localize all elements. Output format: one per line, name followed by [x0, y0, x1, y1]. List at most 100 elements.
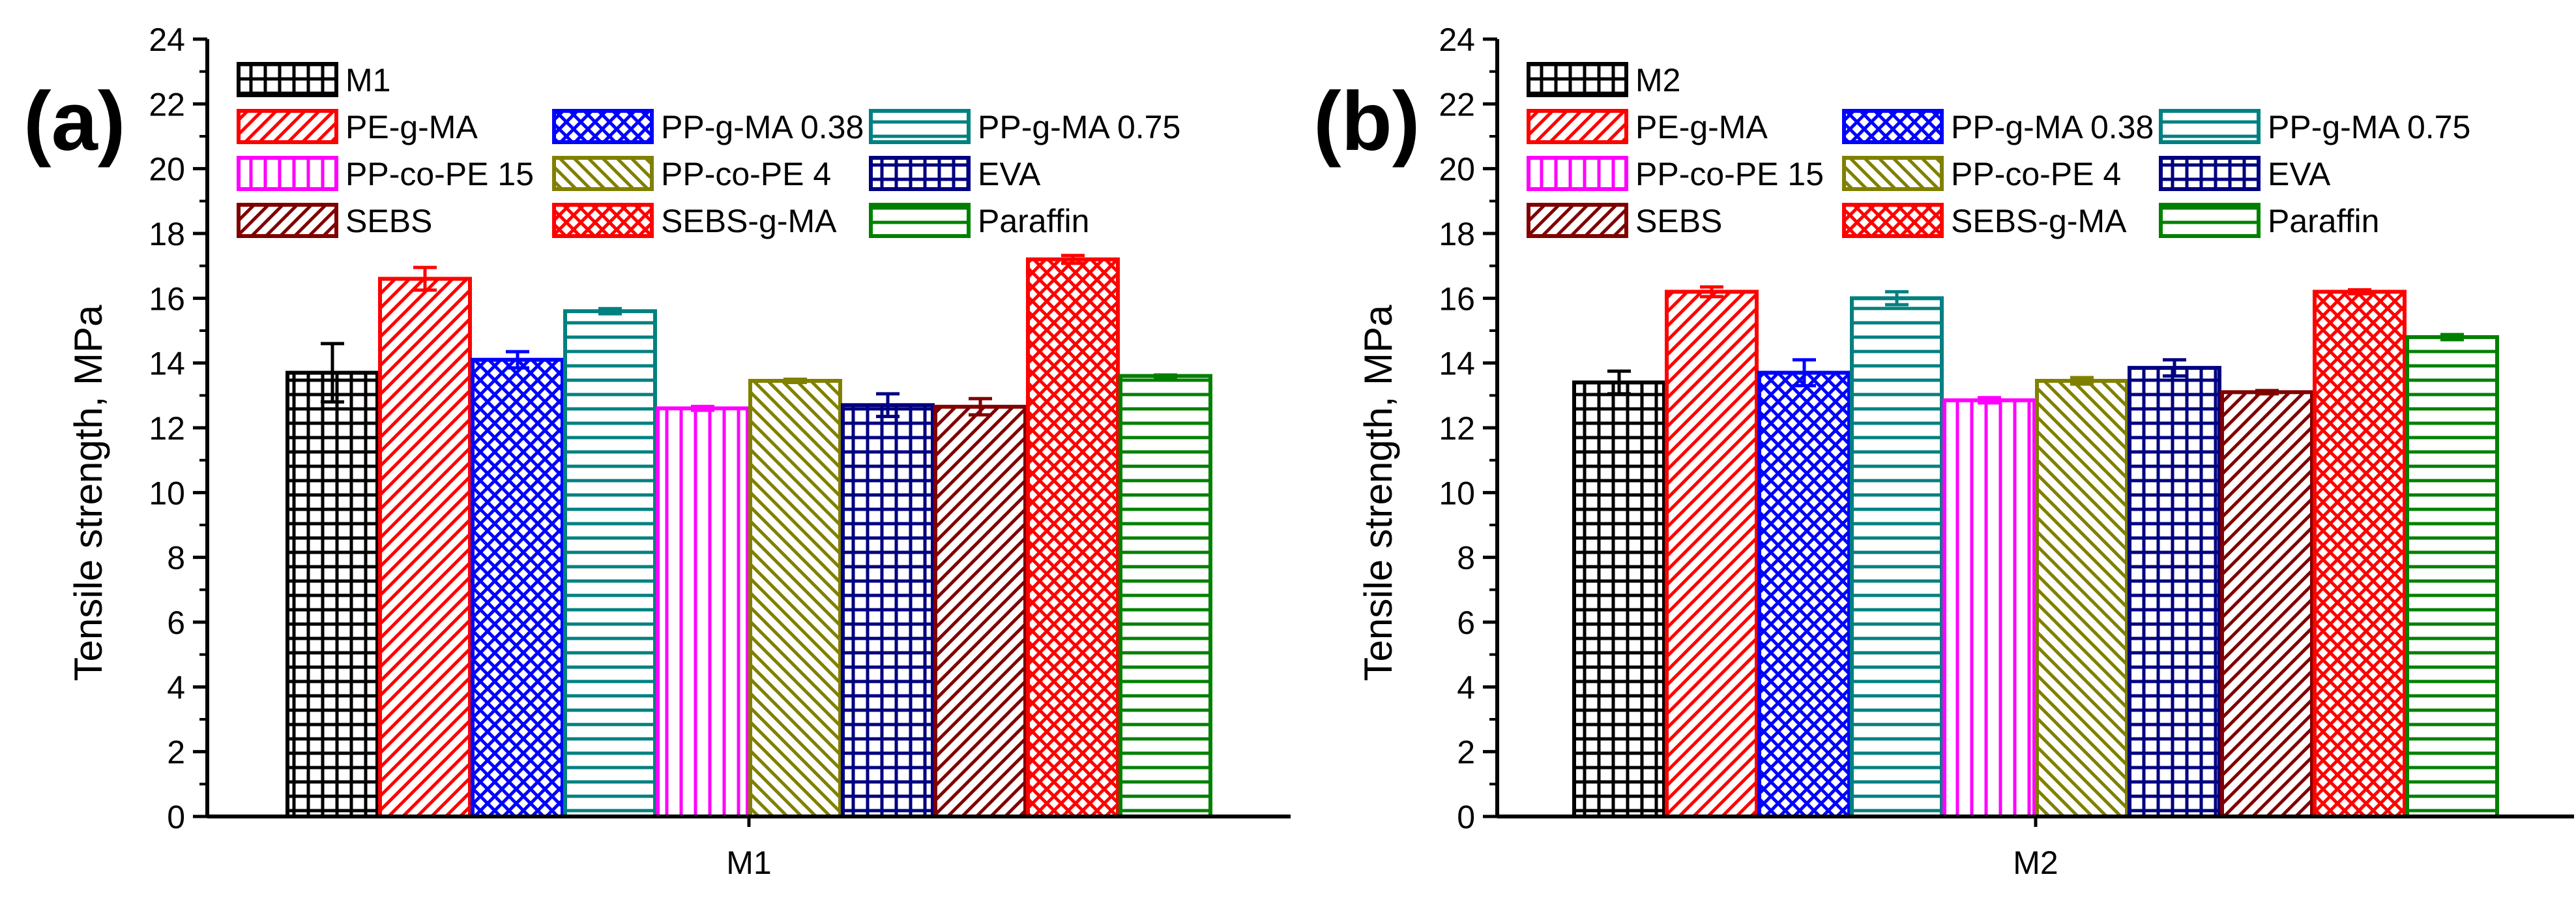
y-tick-label: 6	[1457, 605, 1475, 641]
y-tick-label: 2	[1457, 734, 1475, 771]
y-tick-label: 10	[149, 475, 185, 511]
y-tick-label: 8	[1457, 540, 1475, 576]
bar-pp-g-ma-0-75	[563, 309, 657, 818]
bar-paraffin	[1119, 374, 1212, 818]
y-tick-label: 24	[1439, 22, 1475, 58]
bar-paraffin	[2405, 335, 2499, 818]
y-axis-label: Tensile strength, MPa	[66, 305, 110, 681]
y-tick-label: 0	[167, 799, 185, 835]
legend-swatch	[552, 109, 654, 144]
legend-swatch	[1527, 62, 1628, 97]
legend-label: SEBS	[345, 203, 432, 239]
legend-swatch	[1527, 109, 1628, 144]
legend-swatch	[552, 203, 654, 238]
legend-item: PE-g-MA	[237, 109, 478, 145]
legend-item: Paraffin	[2159, 203, 2379, 239]
y-tick-label: 2	[167, 734, 185, 771]
legend-swatch	[237, 156, 338, 191]
legend-item: Paraffin	[869, 203, 1089, 239]
bar-pp-g-ma-0-38	[471, 357, 564, 818]
legend-item: SEBS-g-MA	[552, 203, 837, 239]
legend-item: EVA	[2159, 156, 2331, 192]
legend-item: PP-co-PE 4	[1842, 156, 2121, 192]
bar-m1	[285, 370, 379, 818]
y-tick-label: 24	[149, 22, 185, 58]
legend-item: SEBS-g-MA	[1842, 203, 2127, 239]
y-tick-label: 18	[149, 216, 185, 252]
legend-item: EVA	[869, 156, 1041, 192]
legend-label: Paraffin	[2268, 203, 2379, 239]
legend-swatch	[237, 203, 338, 238]
x-axis-label: M2	[2013, 845, 2058, 881]
legend-swatch	[869, 156, 971, 191]
legend-label: PP-co-PE 4	[661, 156, 831, 192]
legend-item: PP-co-PE 15	[237, 156, 534, 192]
legend-swatch	[1842, 203, 1944, 238]
legend-swatch	[1527, 203, 1628, 238]
legend-swatch	[1527, 156, 1628, 191]
legend-label: PP-g-MA 0.38	[661, 109, 864, 145]
bar-pp-co-pe-15	[1942, 398, 2036, 818]
legend-label: Paraffin	[978, 203, 1089, 239]
legend-item: M1	[237, 62, 390, 98]
legend-label: PP-g-MA 0.75	[2268, 109, 2470, 145]
legend-label: M1	[345, 62, 390, 98]
y-tick-label: 8	[167, 540, 185, 576]
y-tick-label: 16	[149, 280, 185, 317]
bar-pe-g-ma	[378, 277, 472, 818]
legend-label: M2	[1635, 62, 1680, 98]
y-tick-label: 4	[1457, 669, 1475, 706]
legend-label: SEBS-g-MA	[661, 203, 837, 239]
y-tick-label: 0	[1457, 799, 1475, 835]
bar-m2	[1572, 380, 1666, 818]
legend-swatch	[1842, 156, 1944, 191]
y-tick-label: 22	[149, 86, 185, 123]
legend-label: PP-g-MA 0.75	[978, 109, 1180, 145]
bar-pp-g-ma-0-38	[1757, 370, 1851, 818]
bar-sebs-g-ma	[1026, 257, 1120, 818]
legend-label: PP-co-PE 15	[1635, 156, 1824, 192]
legend-item: PE-g-MA	[1527, 109, 1768, 145]
y-tick-label: 10	[1439, 475, 1475, 511]
panel-label: (a)	[23, 75, 125, 168]
legend-item: PP-g-MA 0.38	[1842, 109, 2154, 145]
bar-sebs	[933, 404, 1027, 818]
legend-label: PP-co-PE 15	[345, 156, 534, 192]
y-tick-label: 6	[167, 605, 185, 641]
legend-label: SEBS-g-MA	[1951, 203, 2127, 239]
y-tick-label: 12	[1439, 410, 1475, 447]
legend-label: EVA	[2268, 156, 2331, 192]
legend-swatch	[2159, 203, 2261, 238]
legend-swatch	[1842, 109, 1944, 144]
legend-label: PE-g-MA	[345, 109, 478, 145]
panel-label: (b)	[1313, 75, 1420, 168]
y-axis-label: Tensile strength, MPa	[1356, 305, 1400, 681]
y-tick-label: 14	[1439, 346, 1475, 382]
legend-label: SEBS	[1635, 203, 1722, 239]
legend-label: PP-g-MA 0.38	[1951, 109, 2154, 145]
y-tick-label: 14	[149, 346, 185, 382]
y-tick-label: 4	[167, 669, 185, 706]
bar-pe-g-ma	[1665, 290, 1759, 818]
y-tick-label: 22	[1439, 86, 1475, 123]
y-tick-label: 20	[149, 151, 185, 188]
y-tick-label: 16	[1439, 280, 1475, 317]
legend-swatch	[237, 62, 338, 97]
legend-label: PP-co-PE 4	[1951, 156, 2121, 192]
legend-item: SEBS	[1527, 203, 1722, 239]
legend-swatch	[237, 109, 338, 144]
legend-label: EVA	[978, 156, 1041, 192]
legend-swatch	[869, 203, 971, 238]
bar-pp-co-pe-4	[748, 378, 842, 818]
legend-label: PE-g-MA	[1635, 109, 1768, 145]
bar-sebs-g-ma	[2313, 290, 2407, 818]
legend-item: PP-co-PE 4	[552, 156, 831, 192]
y-tick-label: 20	[1439, 151, 1475, 188]
bar-pp-co-pe-15	[656, 406, 750, 818]
legend-item: M2	[1527, 62, 1680, 98]
legend-swatch	[869, 109, 971, 144]
